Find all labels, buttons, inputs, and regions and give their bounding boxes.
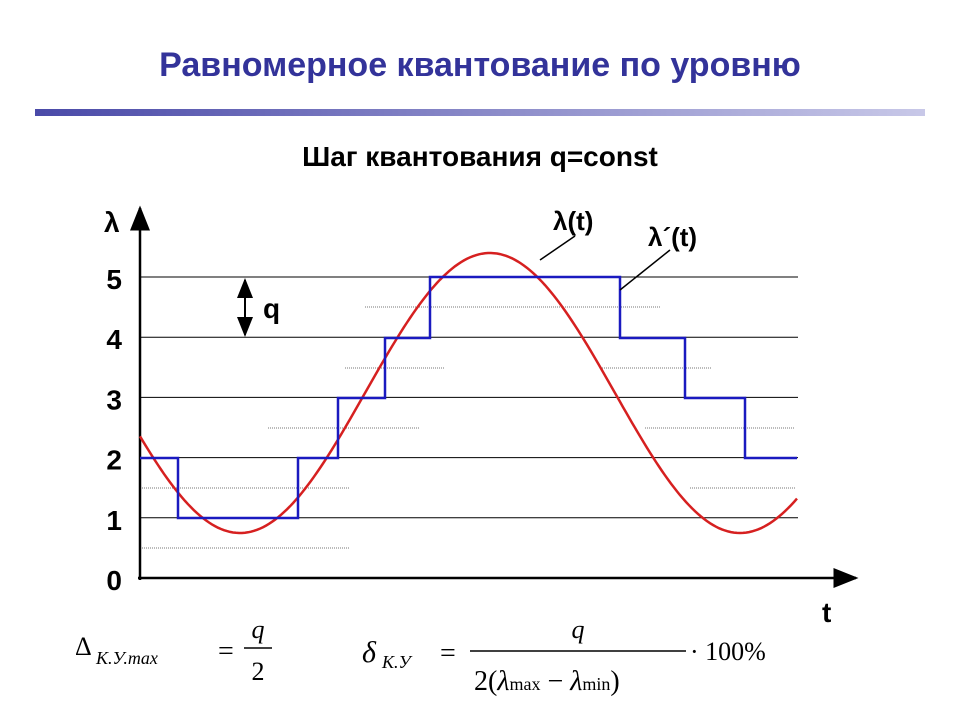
numerator: q (252, 615, 265, 644)
factor: · 100% (690, 637, 766, 666)
equals: = (218, 636, 234, 667)
lambda: λ (496, 666, 509, 697)
formula-left: Δ К.У.max = q 2 (75, 615, 272, 686)
title: Равномерное квантование по уровню (159, 46, 801, 84)
step-label: λ´(t) (648, 222, 697, 252)
den-suffix: ) (610, 666, 619, 697)
denominator: 2 (252, 657, 265, 686)
formula-right: δ К.У = q 2(λmax − λmin) · 100% (362, 615, 766, 697)
sub: max (509, 674, 540, 694)
level-label: 3 (106, 384, 122, 415)
numerator: q (572, 615, 585, 644)
curve-leader (539, 235, 576, 261)
quantized-curve (140, 275, 797, 520)
subscript: К.У (381, 652, 412, 672)
subscript: К.У.max (95, 648, 158, 668)
level-label: 5 (106, 264, 122, 295)
step-leader (619, 249, 671, 291)
lambda: λ (569, 666, 582, 697)
x-axis-label: t (822, 597, 831, 628)
level-label: 1 (106, 505, 122, 536)
y-axis-label: λ (104, 207, 120, 238)
sub: min (582, 674, 610, 694)
symbol: Δ (75, 632, 92, 661)
level-label: 4 (106, 324, 122, 355)
level-label: 2 (106, 445, 122, 476)
den-prefix: 2( (474, 666, 497, 697)
subtitle: Шаг квантования q=const (302, 141, 658, 172)
minus: − (540, 666, 570, 697)
curve-label: λ(t) (553, 206, 593, 236)
title-bar (35, 109, 925, 116)
level-label: 0 (106, 565, 122, 596)
q-label: q (263, 293, 280, 324)
signal-curve (138, 251, 798, 535)
symbol: δ (362, 636, 377, 669)
denominator: 2(λmax − λmin) (474, 666, 620, 697)
equals: = (440, 638, 456, 669)
